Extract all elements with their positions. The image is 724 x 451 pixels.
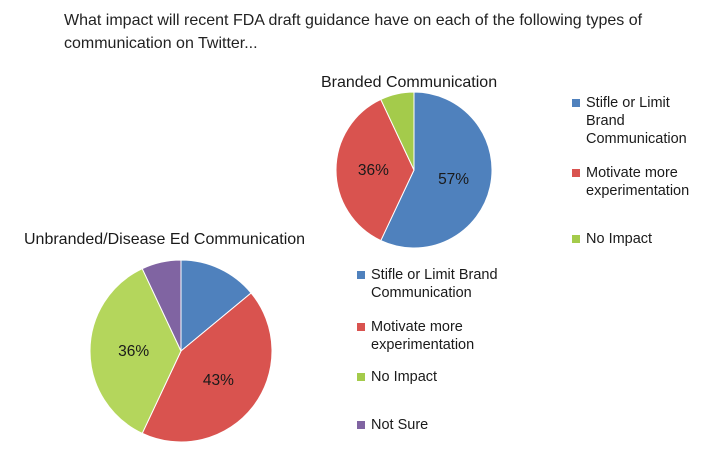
legend-swatch [357,421,365,429]
legend-swatch [357,323,365,331]
chart-title-branded: Branded Communication [321,74,498,91]
legend-item-stifle-or-limit-brand-communication: Stifle or Limit Brand Communication [572,94,687,148]
slice-label-motivate-more-experimentation: 43% [203,372,234,389]
pie-slice-motivate-more-experimentation [335,98,415,242]
legend-label: No Impact [371,369,438,385]
legend-swatch [357,373,365,381]
legend-label: No Impact [586,231,653,247]
legend-label: Not Sure [371,417,429,433]
legend-swatch [357,271,365,279]
pie-chart-unbranded: 43% 36% [89,259,273,443]
chart-title-unbranded: Unbranded/Disease Ed Communication [24,231,306,248]
pie-slice-no-impact [380,91,415,171]
slice-label-motivate-more-experimentation: 36% [358,162,389,179]
pie-slice-stifle-or-limit-brand-communication [180,259,252,353]
legend-swatch [572,99,580,107]
slice-label-no-impact: 36% [118,343,149,360]
legend-label: Motivate more experimentation [371,319,475,353]
slice-label-stifle-or-limit-brand-communication: 57% [438,171,469,188]
legend-swatch [572,169,580,177]
legend-item-not-sure: Not Sure [357,416,428,434]
legend-swatch [572,235,580,243]
pie-slice-motivate-more-experimentation [141,292,273,443]
survey-question: What impact will recent FDA draft guidan… [64,12,643,52]
pie-slice-not-sure [141,259,182,352]
legend-label: Motivate more experimentation [586,165,690,199]
pie-slice-stifle-or-limit-brand-communication [380,91,493,249]
legend-item-no-impact: No Impact [357,368,437,386]
legend-label: Stifle or Limit Brand Communication [586,95,687,147]
pie-slice-no-impact [89,267,182,435]
legend-item-motivate-more-experimentation: Motivate more experimentation [357,318,474,354]
legend-label: Stifle or Limit Brand Communication [371,267,498,301]
legend-item-stifle-or-limit-brand-communication: Stifle or Limit Brand Communication [357,266,498,302]
pie-chart-branded: 57% 36% [335,91,493,249]
legend-item-motivate-more-experimentation: Motivate more experimentation [572,164,689,200]
legend-item-no-impact: No Impact [572,230,652,248]
